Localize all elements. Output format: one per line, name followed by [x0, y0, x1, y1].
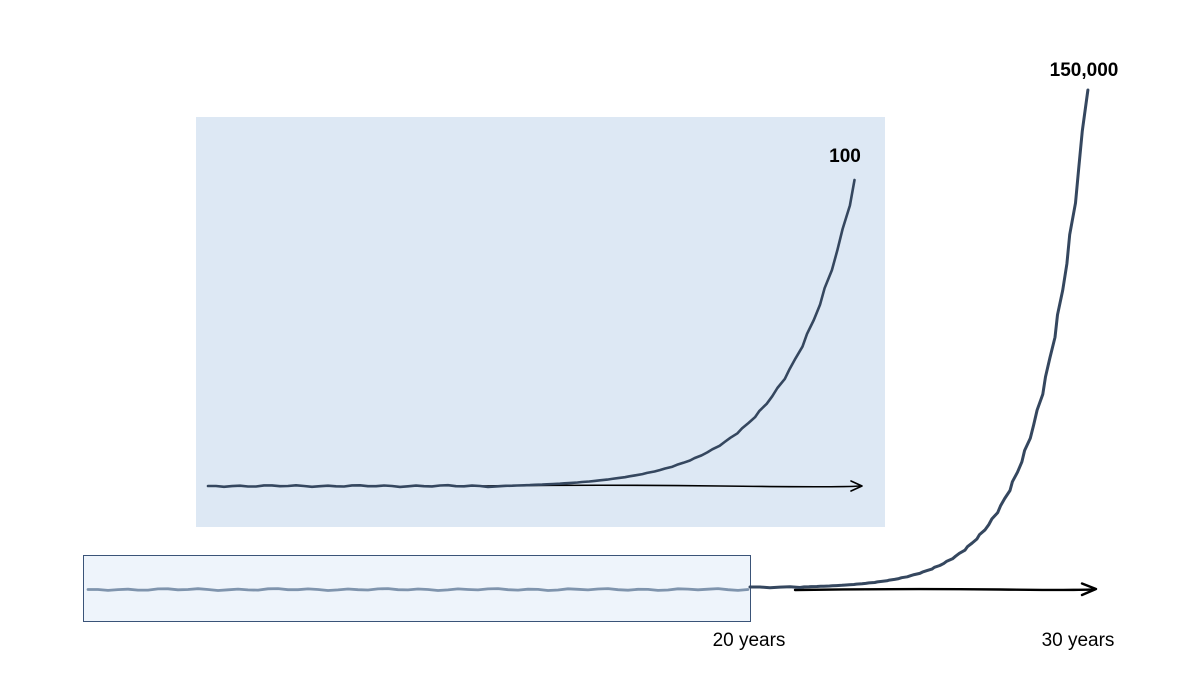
main-x-axis-arrowhead [1080, 582, 1098, 597]
zoomed-peak-label: 100 [829, 146, 861, 167]
main-growth-curve [748, 88, 1090, 590]
zoomed-panel-background [196, 117, 885, 527]
x-tick-20-years: 20 years [713, 630, 786, 651]
zoomed-x-axis-arrowhead [850, 480, 863, 492]
main-curve-first-20-years [86, 587, 750, 592]
main-peak-label: 150,000 [1050, 60, 1119, 81]
main-x-axis [793, 587, 1096, 592]
x-tick-30-years: 30 years [1042, 630, 1115, 651]
zoomed-growth-curve [206, 178, 856, 489]
